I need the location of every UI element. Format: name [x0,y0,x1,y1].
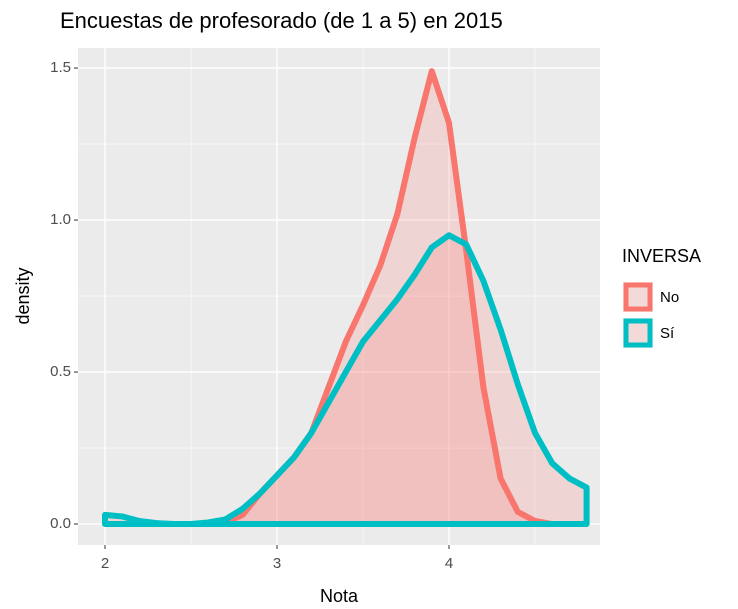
legend-key [623,282,653,312]
y-tick-label: 1.0 [50,211,71,228]
x-tick-label: 4 [445,555,453,572]
density-area [102,232,590,528]
x-axis-title: Nota [320,586,359,606]
y-tick-label: 0.5 [50,363,71,380]
x-tick-label: 2 [101,555,109,572]
legend-label: Sí [660,325,675,342]
y-axis-title: density [13,267,33,324]
y-tick-label: 0.0 [50,515,71,532]
y-tick-label: 1.5 [50,59,71,76]
panel [78,48,600,545]
chart-title: Encuestas de profesorado (de 1 a 5) en 2… [60,8,503,33]
legend-key [623,318,653,348]
legend-title: INVERSA [622,246,701,266]
x-tick-label: 3 [273,555,281,572]
legend-label: No [660,289,679,306]
